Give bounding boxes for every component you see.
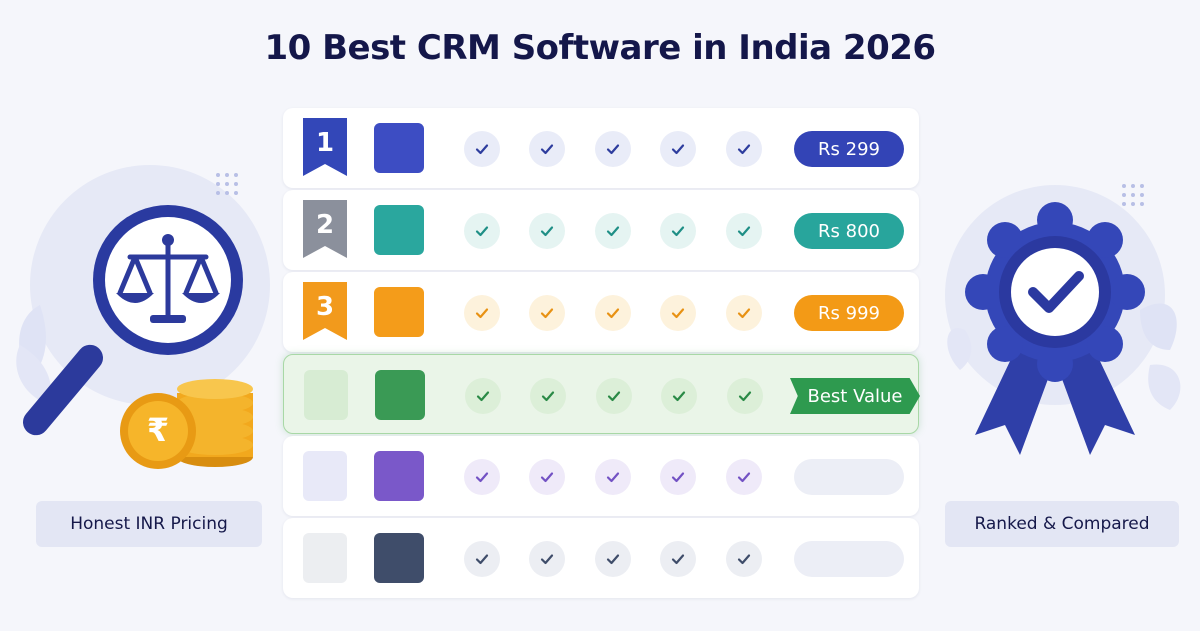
rank-number: 1 <box>315 128 335 158</box>
check-icon <box>464 295 500 331</box>
table-row[interactable] <box>283 436 919 516</box>
check-icon <box>595 295 631 331</box>
table-row[interactable]: 1 Rs 299 <box>283 108 919 188</box>
check-icon <box>660 459 696 495</box>
check-icon <box>595 541 631 577</box>
rank-badge: 2 <box>303 200 347 258</box>
check-icon <box>660 295 696 331</box>
check-icon <box>464 459 500 495</box>
award-ribbon-icon <box>945 185 1181 455</box>
check-icon <box>529 459 565 495</box>
award-illustration <box>935 180 1190 480</box>
honest-inr-pricing-label: Honest INR Pricing <box>36 501 262 547</box>
ranked-compared-label: Ranked & Compared <box>945 501 1179 547</box>
rank-placeholder <box>303 533 347 583</box>
check-icon <box>726 131 762 167</box>
rupee-coin-icon: ₹ <box>146 411 170 449</box>
check-icon <box>529 295 565 331</box>
dots-decoration-icon <box>216 173 238 195</box>
best-value-tag: Best Value <box>790 378 920 414</box>
rank-badge: 1 <box>303 118 347 176</box>
price-pill: Rs 299 <box>794 131 904 167</box>
crm-logo <box>374 287 424 337</box>
pricing-illustration: ₹ <box>10 165 270 485</box>
check-icon <box>661 378 697 414</box>
check-icon <box>464 131 500 167</box>
check-icon <box>529 131 565 167</box>
crm-logo <box>374 123 424 173</box>
check-icon <box>595 459 631 495</box>
price-placeholder <box>794 459 904 495</box>
check-icon <box>529 541 565 577</box>
check-icon <box>464 541 500 577</box>
price-pill: Rs 800 <box>794 213 904 249</box>
price-placeholder <box>794 541 904 577</box>
rank-number: 2 <box>315 210 335 240</box>
check-icon <box>660 541 696 577</box>
crm-logo <box>374 451 424 501</box>
check-icon <box>530 378 566 414</box>
price-pill: Rs 999 <box>794 295 904 331</box>
check-icon <box>596 378 632 414</box>
rank-placeholder <box>304 370 348 420</box>
check-icon <box>660 131 696 167</box>
dots-decoration-icon <box>1122 184 1144 206</box>
table-row[interactable] <box>283 518 919 598</box>
check-icon <box>726 541 762 577</box>
rank-number: 3 <box>315 292 335 322</box>
check-icon <box>529 213 565 249</box>
magnifier-scales-icon <box>16 165 270 469</box>
rank-placeholder <box>303 451 347 501</box>
check-icon <box>595 213 631 249</box>
table-row[interactable]: 3 Rs 999 <box>283 272 919 352</box>
crm-logo <box>374 533 424 583</box>
comparison-table: 1 Rs 299 2 Rs 800 3 Rs 999 Best Value <box>283 108 920 600</box>
check-icon <box>726 213 762 249</box>
table-row[interactable]: Best Value <box>283 354 920 434</box>
rank-badge: 3 <box>303 282 347 340</box>
check-icon <box>465 378 501 414</box>
table-row[interactable]: 2 Rs 800 <box>283 190 919 270</box>
check-icon <box>727 378 763 414</box>
check-icon <box>726 295 762 331</box>
crm-logo <box>375 370 425 420</box>
check-icon <box>595 131 631 167</box>
page-title: 10 Best CRM Software in India 2026 <box>264 28 936 68</box>
check-icon <box>660 213 696 249</box>
check-icon <box>464 213 500 249</box>
crm-logo <box>374 205 424 255</box>
check-icon <box>726 459 762 495</box>
